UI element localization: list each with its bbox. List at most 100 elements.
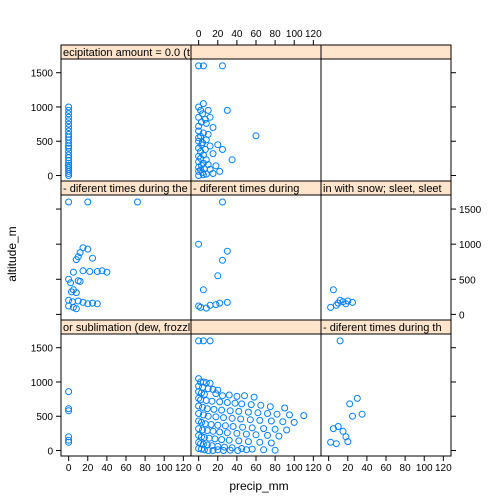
data-point bbox=[339, 298, 347, 306]
data-point bbox=[93, 268, 101, 275]
strip-label: ecipitation amount = 0.0 (trower, ice cr… bbox=[63, 47, 322, 59]
data-point bbox=[207, 421, 215, 428]
data-point bbox=[242, 430, 250, 438]
x-tick-label: 0 bbox=[326, 463, 332, 474]
data-point bbox=[72, 256, 80, 264]
x-tick-label: 0 bbox=[196, 463, 202, 474]
data-point bbox=[65, 156, 73, 164]
panel-r3-c3 bbox=[320, 58, 452, 182]
data-point bbox=[65, 296, 73, 304]
data-point bbox=[204, 106, 212, 114]
data-point bbox=[199, 286, 207, 294]
data-point bbox=[257, 401, 265, 409]
strip-row-3: ecipitation amount = 0.0 (trower, ice cr… bbox=[60, 44, 452, 60]
panel-r1-c2 bbox=[190, 333, 322, 457]
data-point bbox=[203, 405, 211, 413]
data-point bbox=[225, 436, 233, 444]
data-point bbox=[195, 172, 203, 179]
data-point bbox=[264, 410, 271, 417]
panel-points bbox=[65, 103, 73, 179]
data-point bbox=[65, 438, 73, 446]
data-point bbox=[231, 399, 239, 407]
data-point bbox=[271, 446, 279, 454]
data-point bbox=[342, 433, 350, 441]
axes-layer: 0 20 40 60 80 100 120 0 20 40 60 80 100 120 0 20 40 60 80 1… bbox=[31, 29, 482, 474]
data-point bbox=[248, 424, 256, 432]
x-tick-label: 40 bbox=[361, 463, 373, 474]
data-point bbox=[344, 297, 352, 305]
strip-label: - diferent times during the bbox=[63, 183, 188, 195]
data-point bbox=[202, 379, 210, 387]
data-point bbox=[290, 418, 298, 426]
data-point bbox=[195, 240, 203, 248]
data-point bbox=[206, 142, 214, 150]
x-tick-label: 120 bbox=[305, 463, 322, 474]
data-point bbox=[216, 398, 224, 406]
data-point bbox=[235, 407, 243, 415]
panel-frame bbox=[320, 58, 452, 182]
data-point bbox=[339, 427, 347, 435]
panel-points bbox=[195, 62, 260, 179]
strip-box bbox=[190, 319, 322, 335]
x-tick-label: 120 bbox=[305, 29, 322, 40]
data-point bbox=[76, 277, 84, 285]
data-point bbox=[65, 144, 73, 152]
data-point bbox=[233, 392, 241, 400]
data-point bbox=[202, 170, 210, 178]
data-point bbox=[209, 150, 217, 158]
data-point bbox=[334, 299, 342, 307]
data-point bbox=[209, 170, 217, 177]
x-tick-label: 120 bbox=[175, 463, 192, 474]
y-axis-label: altitude_m bbox=[5, 226, 19, 281]
data-point bbox=[202, 119, 210, 127]
data-point bbox=[275, 432, 283, 440]
data-point bbox=[327, 438, 335, 446]
y-axis-row3-left: 0 500 1000 1500 bbox=[31, 69, 61, 183]
data-point bbox=[200, 446, 208, 454]
data-point bbox=[195, 402, 203, 410]
data-point bbox=[206, 113, 214, 121]
data-point bbox=[273, 410, 281, 418]
panel-r1-c3 bbox=[320, 333, 452, 457]
y-tick-label: 1000 bbox=[459, 240, 482, 251]
data-point bbox=[219, 392, 226, 400]
data-point bbox=[229, 423, 237, 430]
data-point bbox=[72, 305, 80, 313]
data-point bbox=[195, 394, 203, 402]
data-point bbox=[219, 62, 226, 70]
data-point bbox=[84, 300, 92, 308]
x-tick-label: 80 bbox=[400, 463, 412, 474]
data-point bbox=[228, 156, 236, 164]
data-point bbox=[204, 447, 212, 454]
data-point bbox=[195, 167, 203, 175]
data-point bbox=[195, 337, 203, 345]
data-point bbox=[332, 440, 340, 448]
panel-points bbox=[65, 198, 141, 313]
data-point bbox=[98, 267, 106, 275]
data-point bbox=[68, 288, 75, 296]
x-axis-col2-top: 0 20 40 60 80 100 120 bbox=[196, 29, 322, 45]
x-tick-label: 100 bbox=[416, 463, 433, 474]
data-point bbox=[65, 117, 73, 125]
data-point bbox=[242, 446, 250, 454]
x-tick-label: 80 bbox=[270, 29, 282, 40]
data-point bbox=[86, 268, 94, 275]
y-tick-label: 1000 bbox=[31, 103, 54, 114]
data-point bbox=[212, 390, 220, 398]
data-point bbox=[195, 410, 203, 417]
panel-frame bbox=[60, 333, 192, 457]
panel-points bbox=[195, 198, 231, 312]
x-tick-label: 100 bbox=[286, 29, 303, 40]
x-tick-label: 60 bbox=[250, 29, 262, 40]
data-point bbox=[329, 425, 337, 433]
data-point bbox=[209, 124, 217, 131]
x-tick-label: 60 bbox=[380, 463, 392, 474]
data-point bbox=[218, 406, 226, 414]
data-point bbox=[353, 394, 361, 402]
data-point bbox=[219, 146, 226, 153]
strip-label: - diferent times during bbox=[193, 183, 299, 195]
data-point bbox=[223, 298, 231, 306]
data-point bbox=[74, 297, 82, 305]
data-point bbox=[65, 124, 73, 131]
data-point bbox=[199, 411, 207, 419]
